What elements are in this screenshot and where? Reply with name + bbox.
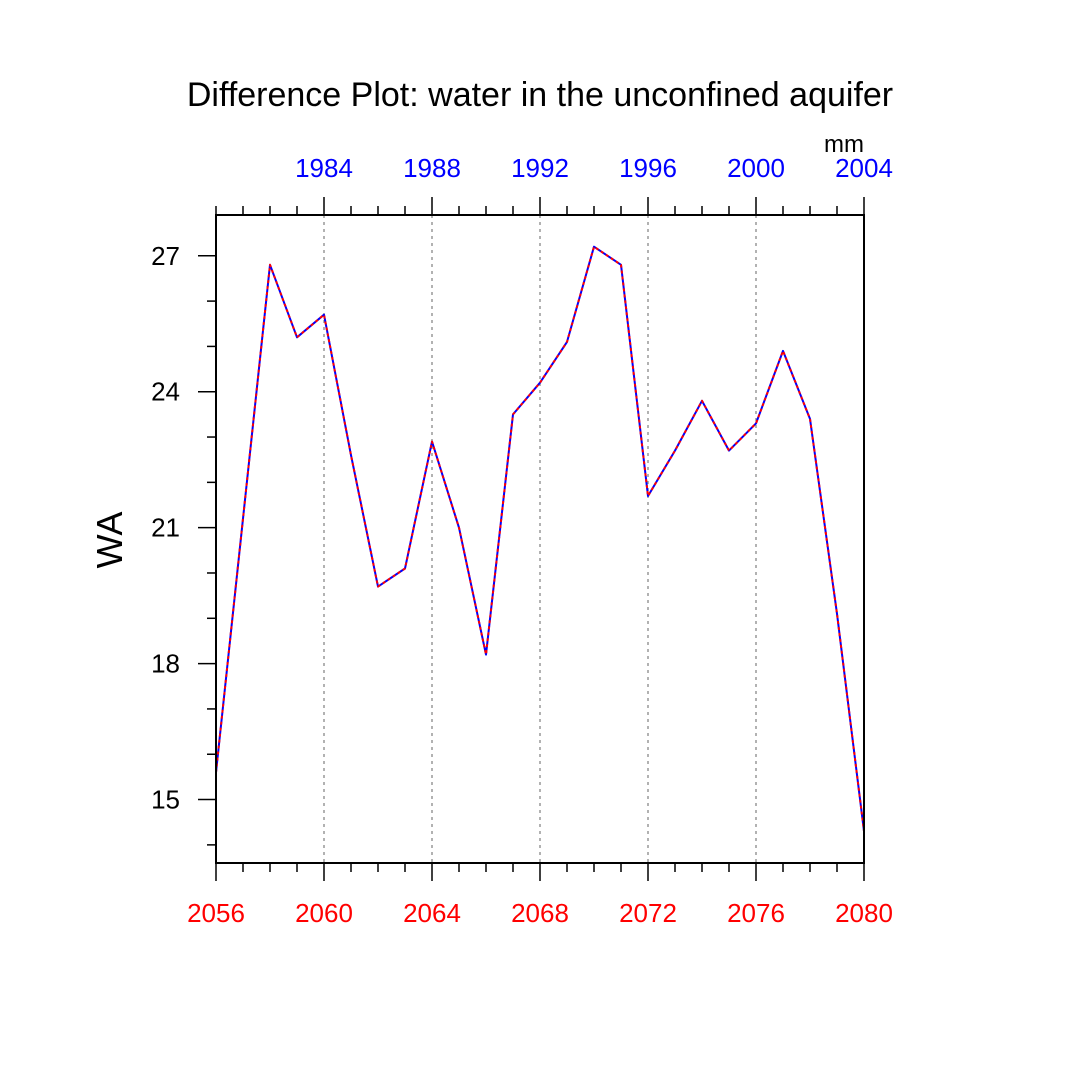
bottom-tick-label: 2068 [511,898,569,928]
top-tick-label: 1996 [619,153,677,183]
bottom-tick-label: 2056 [187,898,245,928]
units-label: mm [824,131,864,158]
bottom-tick-label: 2072 [619,898,677,928]
top-tick-label: 2004 [835,153,893,183]
bottom-tick-label: 2076 [727,898,785,928]
series-line [215,245,865,832]
y-axis-label: WA [89,512,130,569]
y-tick-labels: 15 18 21 24 27 [151,241,180,815]
y-tick-label: 24 [151,377,180,407]
y-tick-label: 18 [151,649,180,679]
chart-title: Difference Plot: water in the unconfined… [187,76,893,114]
bottom-tick-label: 2064 [403,898,461,928]
series-lines [215,245,865,832]
top-tick-label: 1992 [511,153,569,183]
top-tick-label: 2000 [727,153,785,183]
gridlines [323,215,757,863]
top-tick-labels: 1984 1988 1992 1996 2000 2004 [295,153,893,183]
y-tick-label: 21 [151,513,180,543]
bottom-tick-labels: 2056 2060 2064 2068 2072 2076 2080 [187,898,893,928]
minor-ticks [207,206,838,872]
plot-frame [215,214,865,864]
y-tick-label: 15 [151,785,180,815]
top-tick-label: 1988 [403,153,461,183]
bottom-tick-label: 2060 [295,898,353,928]
bottom-tick-label: 2080 [835,898,893,928]
top-tick-label: 1984 [295,153,353,183]
major-ticks [198,197,865,881]
y-tick-label: 27 [151,241,180,271]
